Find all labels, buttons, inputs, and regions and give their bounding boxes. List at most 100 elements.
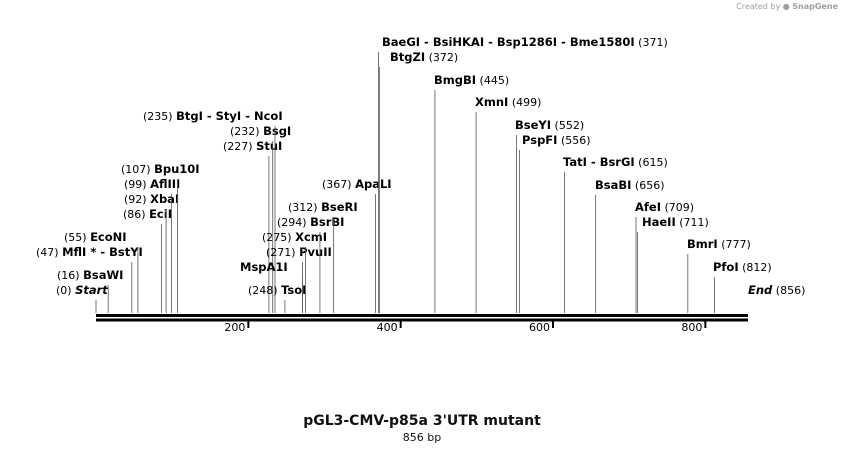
site-btgzi[interactable]: BtgZI (372) (378, 50, 458, 313)
site-bpu10i[interactable]: (107) Bpu10I (121, 162, 200, 313)
site-afliii[interactable]: (99) AflIII (124, 177, 180, 313)
enzyme-name: BsrBI (310, 215, 344, 229)
enzyme-name: MspA1I (240, 260, 288, 274)
site-end[interactable]: End (856) (748, 283, 805, 297)
site-position: (499) (508, 96, 541, 109)
site-bsgi[interactable]: (232) BsgI (230, 124, 291, 313)
site-pfoi[interactable]: PfoI (812) (713, 260, 772, 313)
credit-text: Created by (736, 2, 781, 11)
enzyme-name: BsiHKAI (433, 35, 484, 49)
enzyme-separator: - (484, 35, 497, 49)
enzyme-name: PvuII (299, 245, 332, 259)
enzyme-name: PspFI (522, 133, 557, 147)
site-baegi[interactable]: BaeGI - BsiHKAI - Bsp1286I - Bme1580I (3… (378, 35, 668, 313)
site-bsrbi[interactable]: (294) BsrBI (277, 215, 344, 313)
site-label-xcmi: (275) XcmI (262, 230, 327, 244)
enzyme-name: BsaBI (595, 178, 631, 192)
site-position: (294) (277, 216, 310, 229)
site-position: (0) (56, 284, 75, 297)
site-label-pfoi: PfoI (812) (713, 260, 772, 274)
enzyme-separator: - (203, 109, 216, 123)
site-label-mlfi: (47) MflI * - BstYI (36, 245, 143, 259)
site-label-bpu10i: (107) Bpu10I (121, 162, 200, 176)
site-stui[interactable]: (227) StuI (223, 139, 282, 313)
site-position: (275) (262, 231, 295, 244)
site-bseri[interactable]: (312) BseRI (288, 200, 358, 313)
linear-restriction-map: 200 400 600 800 (0) Start(16) BsaWI (47) Mfl… (36, 35, 805, 334)
enzyme-name: BtgZI (390, 50, 425, 64)
site-position: (227) (223, 140, 256, 153)
snapgene-brand: SnapGene (792, 2, 838, 11)
site-label-afei: AfeI (709) (635, 200, 694, 214)
site-label-bsawi: (16) BsaWI (57, 268, 123, 282)
enzyme-name: TsoI (281, 283, 306, 297)
snapgene-credit: Created by ● SnapGene (736, 2, 838, 11)
site-label-btgi: (235) BtgI - StyI - NcoI (143, 109, 283, 123)
site-position: (312) (288, 201, 321, 214)
enzyme-name: Bsp1286I (497, 35, 557, 49)
site-label-pspfi: PspFI (556) (522, 133, 591, 147)
enzyme-separator: - (420, 35, 433, 49)
enzyme-name: BseYI (515, 118, 551, 132)
enzyme-separator: - (241, 109, 254, 123)
site-label-mspa1i: MspA1I (240, 260, 288, 274)
site-tsoi[interactable]: (248) TsoI (248, 283, 306, 313)
site-position: (556) (557, 134, 590, 147)
site-xcmi[interactable]: (275) XcmI (262, 230, 327, 313)
enzyme-name: HaeII (642, 215, 676, 229)
site-position: (367) (322, 178, 355, 191)
site-xbai[interactable]: (92) XbaI (124, 192, 179, 313)
enzyme-separator: - (557, 35, 570, 49)
site-position: (372) (425, 51, 458, 64)
snapgene-logo-icon: ● (782, 2, 790, 11)
site-haeii[interactable]: HaeII (711) (637, 215, 709, 313)
enzyme-name: AfeI (635, 200, 661, 214)
site-apali[interactable]: (367) ApaLI (322, 177, 392, 313)
site-label-afliii: (99) AflIII (124, 177, 180, 191)
site-label-stui: (227) StuI (223, 139, 282, 153)
enzyme-name: BaeGI (382, 35, 420, 49)
enzyme-name: XbaI (150, 192, 179, 206)
site-label-bsrbi: (294) BsrBI (277, 215, 344, 229)
site-position: (47) (36, 246, 62, 259)
enzyme-name: EciI (149, 207, 172, 221)
site-label-bsabi: BsaBI (656) (595, 178, 665, 192)
enzyme-name: TatI (563, 155, 587, 169)
site-position: (235) (143, 110, 176, 123)
site-position: (812) (739, 261, 772, 274)
enzyme-name: BmgBI (434, 73, 476, 87)
site-label-start: (0) Start (56, 283, 108, 297)
site-afei[interactable]: AfeI (709) (635, 200, 694, 313)
sequence-bar (96, 314, 748, 322)
enzyme-name: XcmI (295, 230, 327, 244)
site-bmri[interactable]: BmrI (777) (687, 237, 751, 313)
enzyme-name: BseRI (321, 200, 358, 214)
site-label-bseyi: BseYI (552) (515, 118, 584, 132)
site-mlfi[interactable]: (47) MflI * - BstYI (36, 245, 143, 313)
scale-tick-label: 800 (681, 321, 702, 334)
site-btgi[interactable]: (235) BtgI - StyI - NcoI (143, 109, 283, 313)
site-bsawi[interactable]: (16) BsaWI (57, 268, 123, 313)
enzyme-name: PfoI (713, 260, 739, 274)
enzyme-separator: - (587, 155, 600, 169)
site-pvuii[interactable]: (271) PvuII (266, 245, 332, 313)
site-ecii[interactable]: (86) EciI (123, 207, 172, 313)
site-position: (709) (661, 201, 694, 214)
site-xmni[interactable]: XmnI (499) (475, 95, 541, 313)
site-econi[interactable]: (55) EcoNI (64, 230, 139, 313)
site-bsabi[interactable]: BsaBI (656) (595, 178, 665, 313)
site-tati[interactable]: TatI - BsrGI (615) (563, 155, 668, 313)
site-position: (107) (121, 163, 154, 176)
site-pspfi[interactable]: PspFI (556) (519, 133, 591, 313)
plasmid-title: pGL3-CMV-p85a 3'UTR mutant (303, 413, 541, 429)
site-label-econi: (55) EcoNI (64, 230, 127, 244)
site-label-bsgi: (232) BsgI (230, 124, 291, 138)
site-label-bseri: (312) BseRI (288, 200, 358, 214)
site-position: (552) (551, 119, 584, 132)
site-position: (16) (57, 269, 83, 282)
site-bmgbi[interactable]: BmgBI (445) (434, 73, 509, 313)
site-bseyi[interactable]: BseYI (552) (515, 118, 584, 313)
site-position: (232) (230, 125, 263, 138)
site-start[interactable]: (0) Start (56, 283, 108, 313)
scale-tick-label: 600 (529, 321, 550, 334)
